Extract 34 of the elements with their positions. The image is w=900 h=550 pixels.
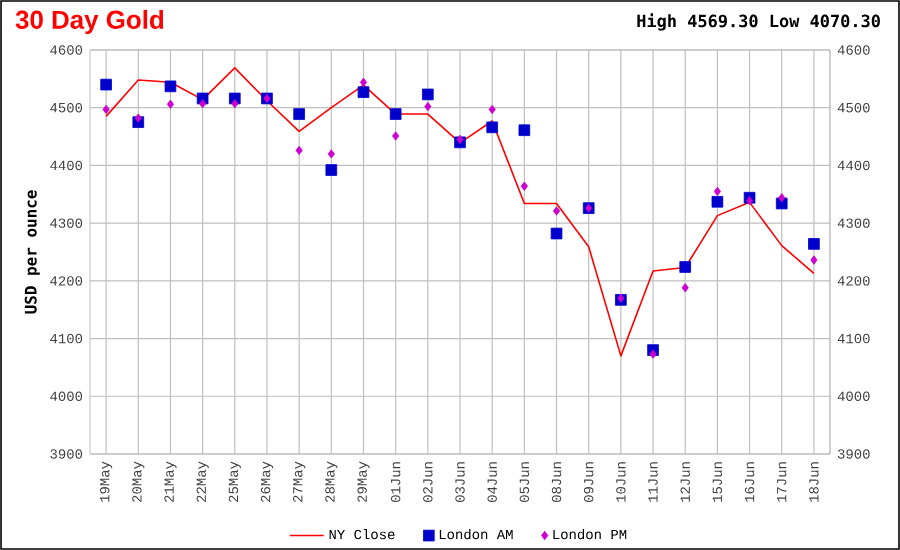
point <box>713 186 721 196</box>
point <box>357 86 370 98</box>
chart-subtitle: High 4569.30 Low 4070.30 <box>637 13 880 31</box>
point <box>327 149 335 159</box>
chart-title: 30 Day Gold <box>15 9 164 35</box>
point <box>550 227 563 240</box>
point <box>681 283 689 293</box>
point <box>166 99 174 109</box>
point <box>424 101 432 112</box>
point <box>520 181 528 191</box>
point <box>810 255 818 265</box>
point <box>295 145 303 155</box>
point <box>102 104 110 115</box>
point <box>164 80 177 93</box>
point <box>552 206 561 216</box>
point <box>100 78 112 91</box>
point <box>488 104 496 115</box>
point <box>325 164 338 176</box>
line-series <box>105 67 815 357</box>
point <box>199 99 207 109</box>
point <box>293 108 305 120</box>
point <box>711 195 724 208</box>
point <box>778 193 786 203</box>
point <box>134 113 142 123</box>
point <box>231 99 239 109</box>
point <box>422 88 434 101</box>
point <box>808 238 820 250</box>
point <box>359 77 368 87</box>
point <box>392 131 400 141</box>
point <box>486 121 498 134</box>
point <box>518 124 531 136</box>
point <box>389 108 402 120</box>
point <box>679 261 692 273</box>
point <box>649 349 657 359</box>
